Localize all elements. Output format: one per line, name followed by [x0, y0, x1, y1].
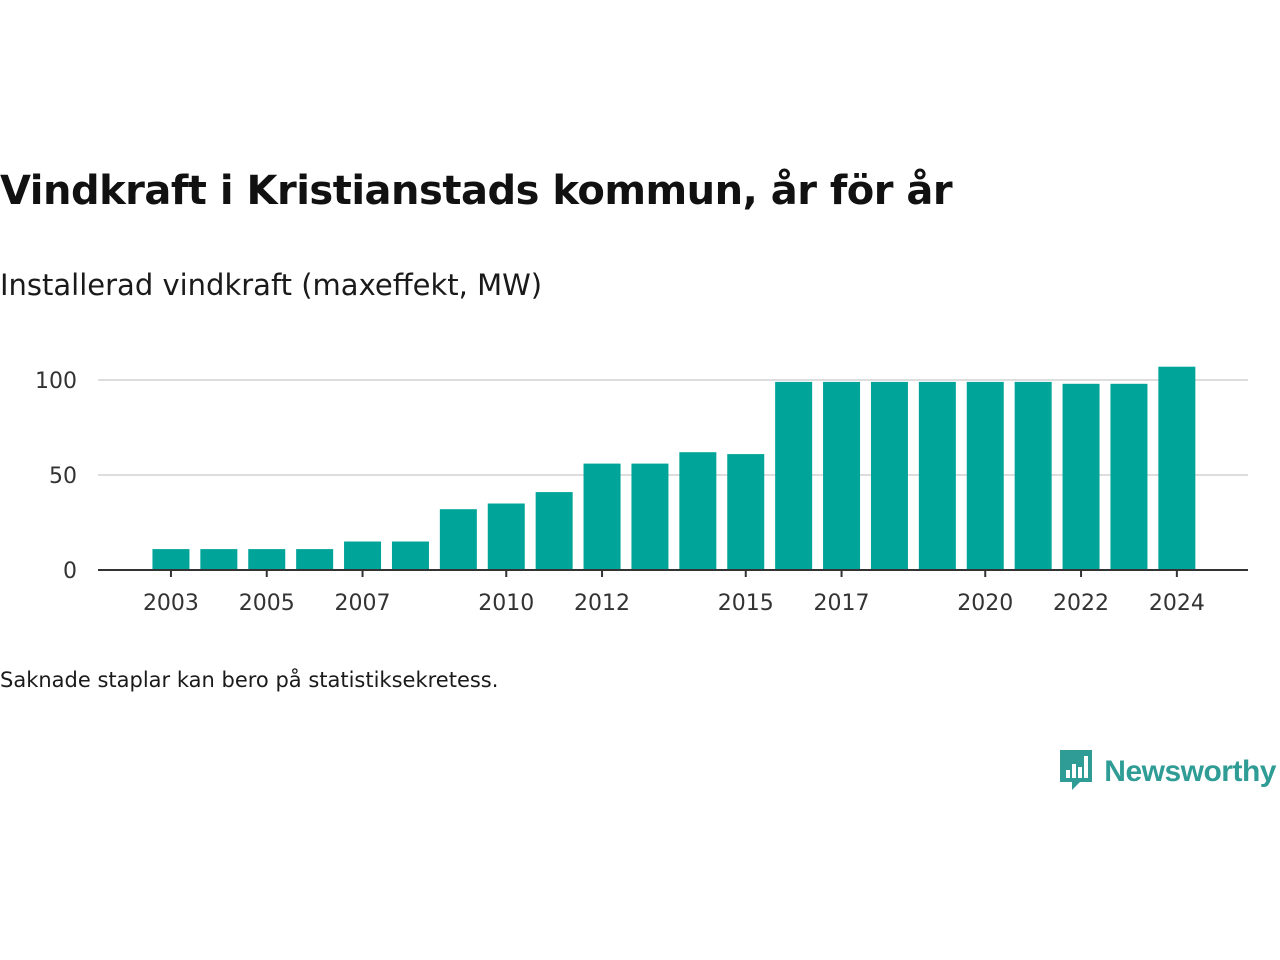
bar-2014: [679, 452, 717, 570]
x-tick-label: 2007: [335, 591, 391, 616]
x-tick-label: 2010: [478, 591, 534, 616]
x-axis: [98, 569, 1248, 577]
grid-lines: [98, 379, 1248, 476]
bar-2006: [296, 549, 334, 570]
chart-subtitle: Installerad vindkraft (maxeffekt, MW): [0, 268, 543, 302]
bar-2009: [439, 509, 477, 570]
y-axis-labels: 0 50 100: [35, 369, 77, 584]
bar-2007: [344, 541, 382, 570]
bar-2016: [775, 381, 813, 570]
bar-2005: [248, 549, 286, 570]
x-axis-labels: 2003 2005 2007 2010 2012 2015 2017 2020 2022 2024: [143, 591, 1205, 616]
bar-2017: [823, 381, 861, 570]
bar-2008: [391, 541, 429, 570]
bar-2011: [535, 492, 573, 570]
bar-2012: [583, 463, 621, 570]
x-tick-label: 2015: [718, 591, 774, 616]
bar-2003: [152, 549, 190, 570]
y-tick-label: 100: [35, 369, 77, 394]
bar-2021: [1014, 381, 1052, 570]
x-tick-label: 2024: [1149, 591, 1205, 616]
y-tick-label: 0: [63, 559, 77, 584]
bar-2024: [1158, 366, 1196, 570]
newsworthy-logo-icon: [1058, 748, 1094, 796]
chart-title: Vindkraft i Kristianstads kommun, år för…: [0, 168, 953, 214]
x-tick-label: 2017: [814, 591, 870, 616]
bar-2015: [727, 454, 765, 570]
y-tick-label: 50: [49, 464, 77, 489]
x-tick-label: 2005: [239, 591, 295, 616]
brand-name: Newsworthy: [1104, 755, 1276, 788]
bar-2010: [487, 503, 525, 570]
bars: [152, 366, 1196, 570]
x-tick-label: 2020: [957, 591, 1013, 616]
brand-logo[interactable]: Newsworthy: [1058, 748, 1276, 796]
x-tick-label: 2022: [1053, 591, 1109, 616]
bar-2004: [200, 549, 238, 570]
x-tick-label: 2003: [143, 591, 199, 616]
bar-2018: [870, 381, 908, 570]
footnote: Saknade staplar kan bero på statistiksek…: [0, 668, 499, 692]
x-tick-label: 2012: [574, 591, 630, 616]
bar-2020: [966, 381, 1004, 570]
bar-2022: [1062, 383, 1100, 570]
bar-2023: [1110, 383, 1148, 570]
bar-2019: [918, 381, 956, 570]
bar-2013: [631, 463, 669, 570]
